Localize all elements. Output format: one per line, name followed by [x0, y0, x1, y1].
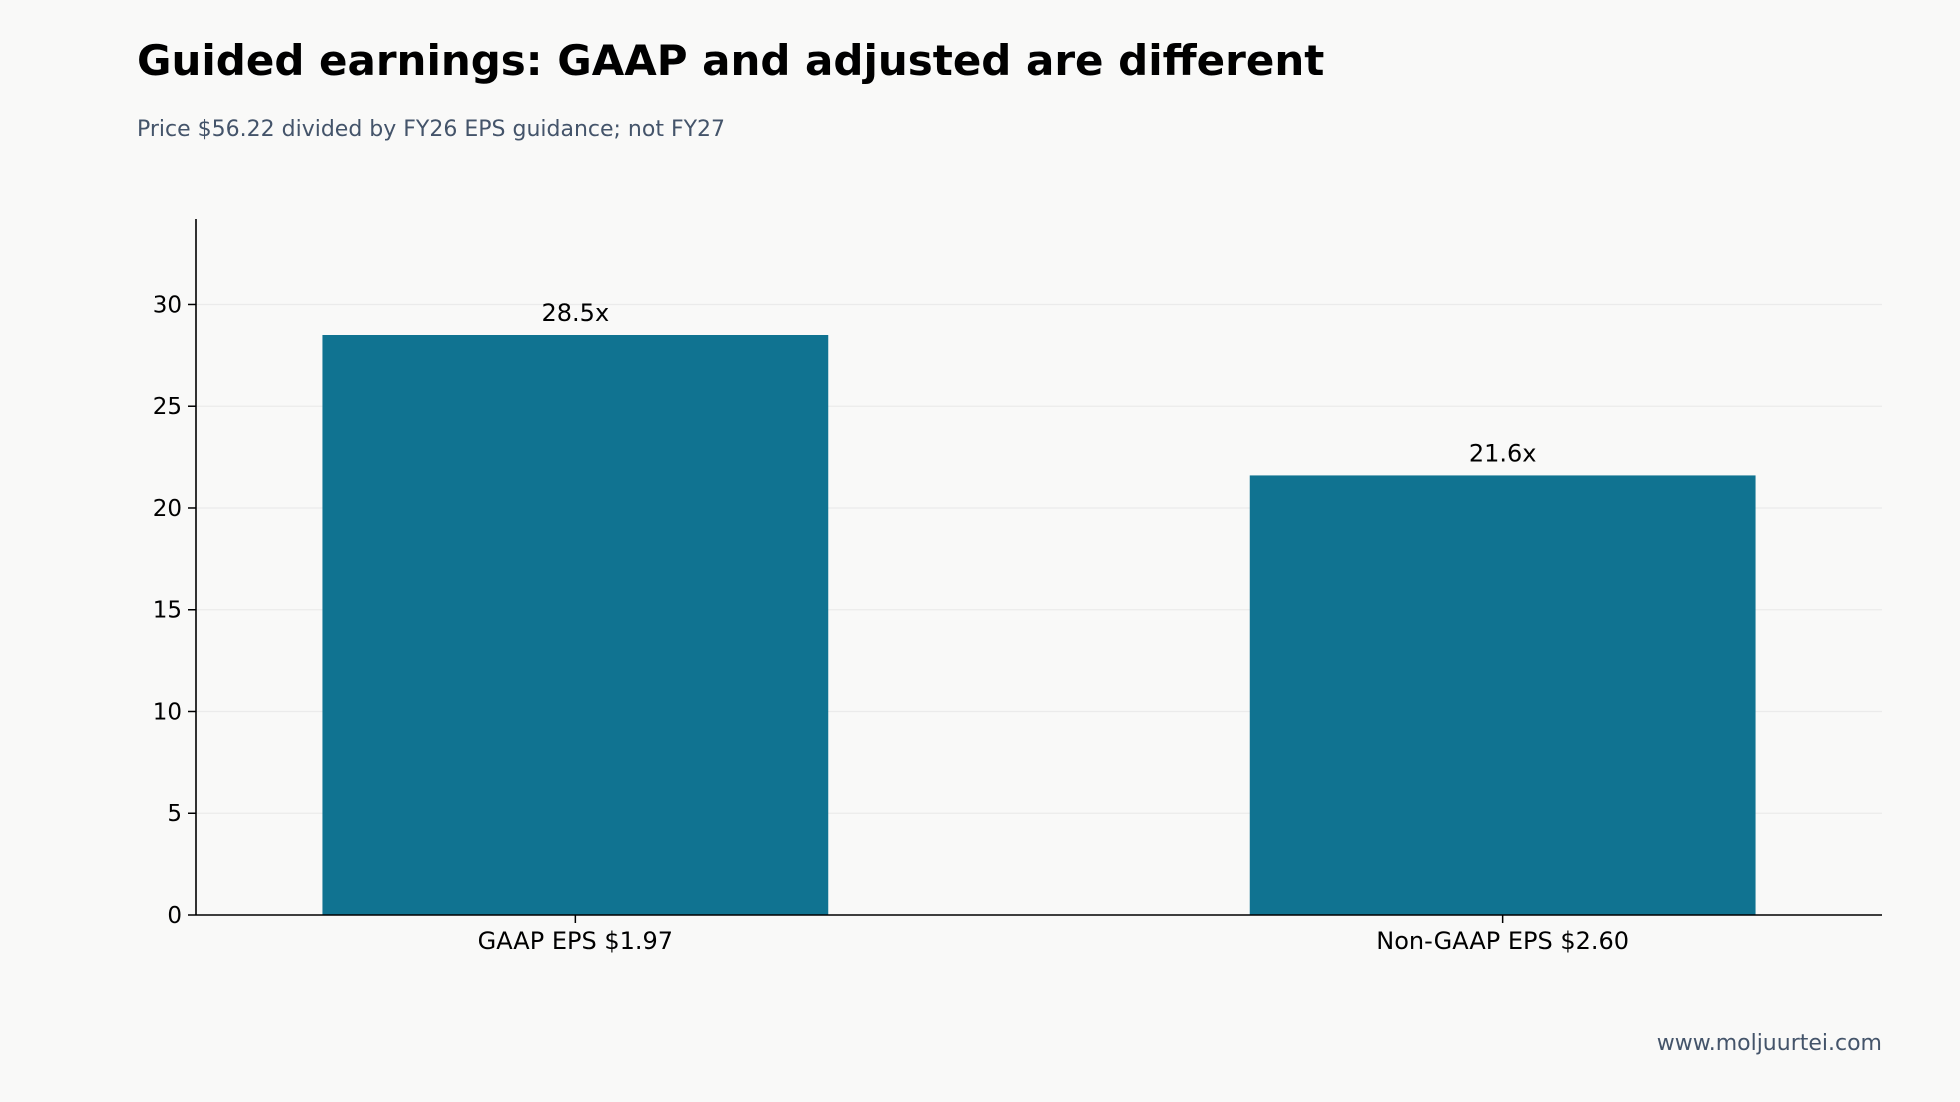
- y-tick-label: 10: [153, 699, 182, 725]
- source-url: www.moljuurtei.com: [1656, 1031, 1882, 1056]
- chart-title: Guided earnings: GAAP and adjusted are d…: [137, 36, 1325, 85]
- x-tick-label: GAAP EPS $1.97: [478, 927, 673, 955]
- bars: [322, 335, 1756, 915]
- y-tick-label: 15: [153, 598, 182, 624]
- data-label: 21.6x: [1469, 439, 1537, 467]
- x-tick-label: Non-GAAP EPS $2.60: [1376, 927, 1629, 955]
- axes: 0 5 10 15 20 25 30 GAAP EPS $1.97 Non-GAAP EPS $…: [153, 219, 1882, 955]
- bar-1: [1249, 475, 1756, 915]
- y-tick-label: 30: [153, 292, 182, 318]
- bar-0: [322, 335, 829, 915]
- y-tick-label: 20: [153, 496, 182, 522]
- data-labels: 28.5x 21.6x: [542, 299, 1537, 467]
- y-tick-label: 5: [167, 801, 182, 827]
- y-tick-label: 0: [167, 903, 182, 929]
- y-tick-label: 25: [153, 394, 182, 420]
- data-label: 28.5x: [542, 299, 610, 327]
- chart-subtitle: Price $56.22 divided by FY26 EPS guidanc…: [137, 117, 726, 142]
